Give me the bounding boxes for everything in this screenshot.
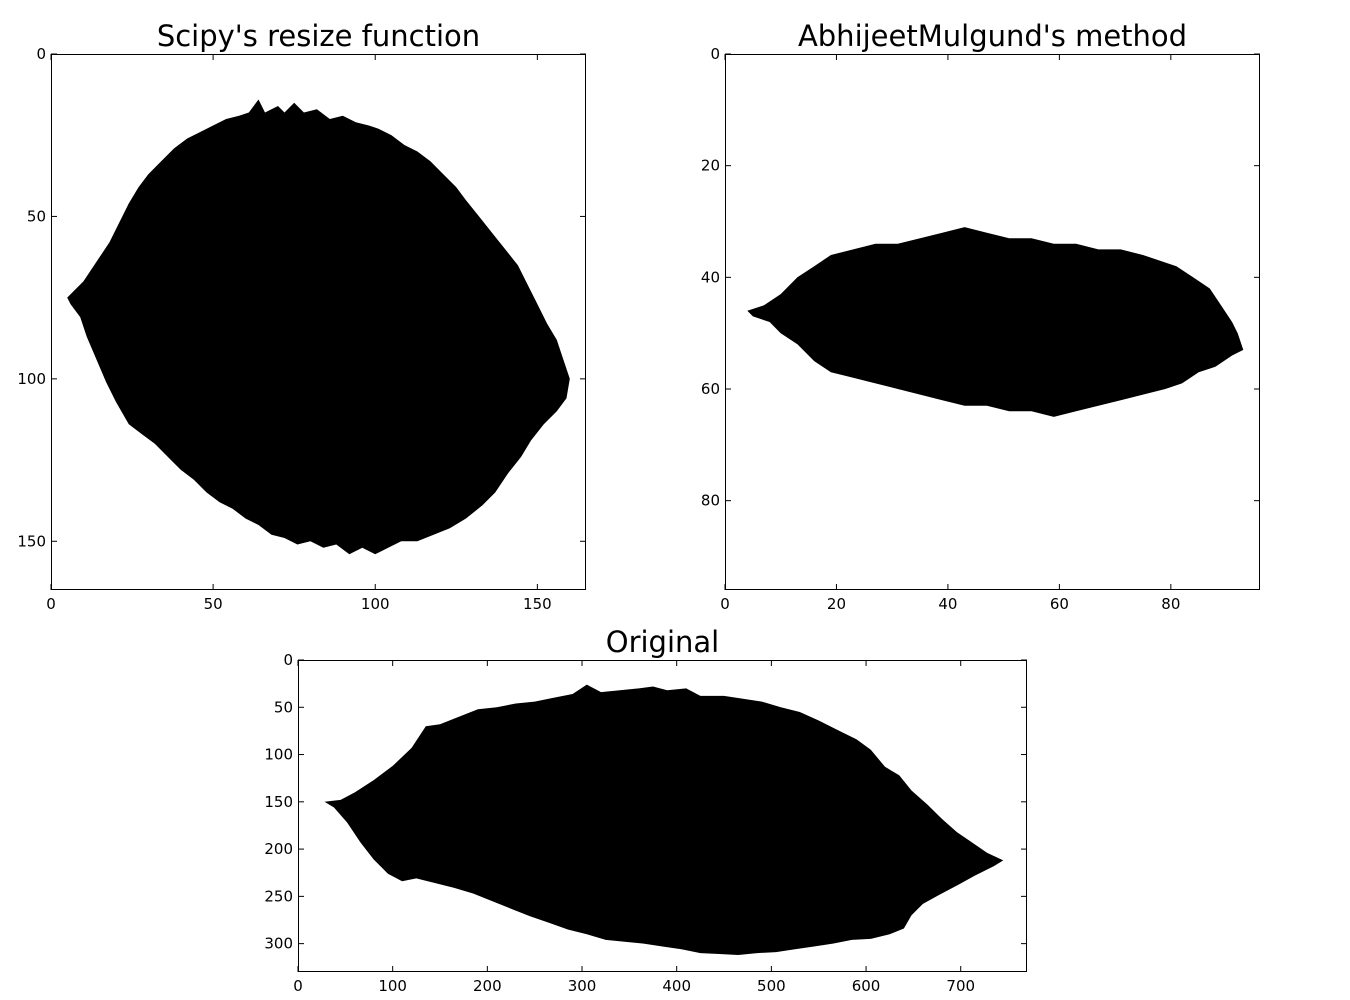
silhouette-scipy — [67, 99, 570, 555]
axes-frame — [51, 54, 586, 590]
x-tick-label: 80 — [1161, 595, 1180, 613]
y-tick-label: 100 — [17, 370, 46, 388]
x-tick-label: 60 — [1050, 595, 1069, 613]
chart-title: Original — [606, 625, 719, 659]
y-tick-label: 80 — [701, 492, 720, 510]
x-tick-label: 40 — [938, 595, 957, 613]
x-tick-label: 500 — [757, 977, 786, 995]
y-tick-label: 250 — [264, 887, 293, 905]
x-tick-label: 0 — [293, 977, 303, 995]
y-tick-label: 0 — [283, 651, 293, 669]
x-tick-label: 0 — [720, 595, 730, 613]
y-tick-label: 50 — [27, 207, 46, 225]
axes-frame — [298, 660, 1027, 972]
x-tick-label: 200 — [473, 977, 502, 995]
y-tick-label: 60 — [701, 380, 720, 398]
x-tick-label: 400 — [662, 977, 691, 995]
x-tick-label: 150 — [523, 595, 552, 613]
x-tick-label: 600 — [852, 977, 881, 995]
y-tick-label: 0 — [710, 45, 720, 63]
axes-frame — [725, 54, 1260, 590]
panel-mulgund: AbhijeetMulgund's method 0 20 40 60 80 0 20 40 60… — [701, 19, 1260, 613]
x-tick-label: 100 — [378, 977, 407, 995]
y-tick-label: 100 — [264, 746, 293, 764]
y-tick-label: 40 — [701, 268, 720, 286]
panel-original: Original 0 100 200 300 400 500 600 700 0 50 100 150 2… — [264, 625, 1027, 995]
y-tick-label: 150 — [17, 532, 46, 550]
panel-scipy: Scipy's resize function 0 50 100 150 0 50 100 15… — [17, 19, 586, 613]
x-tick-label: 20 — [827, 595, 846, 613]
y-tick-label: 0 — [36, 45, 46, 63]
chart-title: Scipy's resize function — [157, 19, 480, 53]
y-tick-label: 150 — [264, 793, 293, 811]
silhouette-original — [324, 684, 1004, 955]
y-tick-label: 300 — [264, 935, 293, 953]
x-tick-label: 0 — [46, 595, 56, 613]
x-tick-label: 700 — [946, 977, 975, 995]
y-tick-label: 20 — [701, 157, 720, 175]
chart-title: AbhijeetMulgund's method — [798, 19, 1187, 53]
x-tick-label: 300 — [568, 977, 597, 995]
y-tick-label: 200 — [264, 840, 293, 858]
x-tick-label: 100 — [361, 595, 390, 613]
x-tick-label: 50 — [204, 595, 223, 613]
y-tick-label: 50 — [274, 698, 293, 716]
silhouette-mulgund — [747, 227, 1244, 417]
